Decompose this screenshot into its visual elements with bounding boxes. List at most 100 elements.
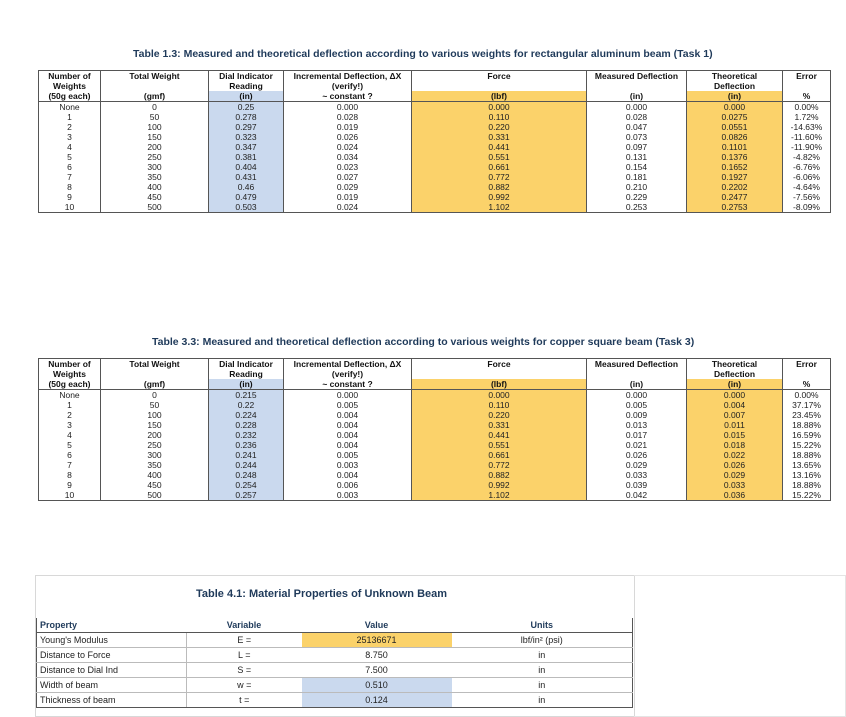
table-row: 3 150 0.228 0.004 0.331 0.013 0.011 18.88% [38, 420, 831, 430]
header-measured-deflection: (in) [586, 379, 687, 390]
table-row: 4 200 0.232 0.004 0.441 0.017 0.015 16.59% [38, 430, 831, 440]
header-force: Force [411, 70, 587, 81]
properties-table: Property Variable Value Units Young's Modulu… [36, 618, 633, 708]
cell-num-weights: 8 [38, 470, 101, 480]
cell-total-weight: 300 [100, 450, 209, 460]
table-row: 7 350 0.244 0.003 0.772 0.029 0.026 13.65% [38, 460, 831, 470]
cell-error: 15.22% [782, 440, 831, 450]
header-units: Units [451, 618, 633, 633]
header-dial-reading: Dial Indicator [208, 70, 284, 81]
cell-force: 0.882 [411, 182, 587, 192]
cell-measured-deflection: 0.042 [586, 490, 687, 501]
cell-total-weight: 0 [100, 101, 209, 112]
header-measured-deflection: (in) [586, 91, 687, 102]
cell-num-weights: 7 [38, 172, 101, 182]
table-row: 8 400 0.248 0.004 0.882 0.033 0.029 13.16% [38, 470, 831, 480]
cell-incremental-deflection: 0.004 [283, 430, 412, 440]
table-row: 4 200 0.347 0.024 0.441 0.097 0.1101 -11.90% [38, 142, 831, 152]
header-num-weights: (50g each) [38, 91, 101, 102]
header-value: Value [301, 618, 452, 633]
cell-dial-reading: 0.254 [208, 480, 284, 490]
cell-measured-deflection: 0.047 [586, 122, 687, 132]
cell-num-weights: 2 [38, 410, 101, 420]
cell-num-weights: 8 [38, 182, 101, 192]
header-total-weight: (gmf) [100, 379, 209, 390]
cell-total-weight: 400 [100, 182, 209, 192]
cell-error: 13.16% [782, 470, 831, 480]
cell-measured-deflection: 0.154 [586, 162, 687, 172]
cell-measured-deflection: 0.229 [586, 192, 687, 202]
cell-measured-deflection: 0.073 [586, 132, 687, 142]
header-measured-deflection: Measured Deflection [586, 358, 687, 369]
cell-measured-deflection: 0.131 [586, 152, 687, 162]
table-row: 2 100 0.224 0.004 0.220 0.009 0.007 23.45% [38, 410, 831, 420]
cell-theoretical-deflection: 0.0551 [686, 122, 783, 132]
cell-measured-deflection: 0.017 [586, 430, 687, 440]
cell-force: 1.102 [411, 490, 587, 501]
cell-dial-reading: 0.503 [208, 202, 284, 213]
cell-total-weight: 500 [100, 490, 209, 501]
cell-incremental-deflection: 0.003 [283, 460, 412, 470]
cell-incremental-deflection: 0.024 [283, 202, 412, 213]
cell-total-weight: 350 [100, 460, 209, 470]
cell-incremental-deflection: 0.000 [283, 389, 412, 400]
header-measured-deflection [586, 81, 687, 91]
table-row: 6 300 0.404 0.023 0.661 0.154 0.1652 -6.76% [38, 162, 831, 172]
cell-error: 1.72% [782, 112, 831, 122]
cell-measured-deflection: 0.026 [586, 450, 687, 460]
cell-num-weights: 10 [38, 490, 101, 501]
cell-dial-reading: 0.22 [208, 400, 284, 410]
table-row: 3 150 0.323 0.026 0.331 0.073 0.0826 -11.60% [38, 132, 831, 142]
cell-num-weights: 10 [38, 202, 101, 213]
cell-error: 18.88% [782, 420, 831, 430]
cell-incremental-deflection: 0.027 [283, 172, 412, 182]
cell-num-weights: 5 [38, 152, 101, 162]
cell-theoretical-deflection: 0.2753 [686, 202, 783, 213]
header-error [782, 369, 831, 379]
cell-dial-reading: 0.347 [208, 142, 284, 152]
table-row: 10 500 0.503 0.024 1.102 0.253 0.2753 -8.09% [38, 202, 831, 213]
header-row: (50g each) (gmf) (in) ~ constant ? (lbf) (in)… [38, 379, 831, 390]
cell-incremental-deflection: 0.019 [283, 122, 412, 132]
cell-error: -8.09% [782, 202, 831, 213]
header-incremental-deflection: ~ constant ? [283, 91, 412, 102]
cell-theoretical-deflection: 0.1376 [686, 152, 783, 162]
cell-measured-deflection: 0.028 [586, 112, 687, 122]
cell-error: 15.22% [782, 490, 831, 501]
cell-force: 0.441 [411, 430, 587, 440]
cell-force: 0.110 [411, 112, 587, 122]
header-measured-deflection: Measured Deflection [586, 70, 687, 81]
cell-force: 0.661 [411, 450, 587, 460]
cell-incremental-deflection: 0.005 [283, 400, 412, 410]
cell-dial-reading: 0.224 [208, 410, 284, 420]
cell-total-weight: 50 [100, 112, 209, 122]
cell-error: -11.60% [782, 132, 831, 142]
cell-dial-reading: 0.244 [208, 460, 284, 470]
cell-measured-deflection: 0.029 [586, 460, 687, 470]
cell-incremental-deflection: 0.029 [283, 182, 412, 192]
cell-theoretical-deflection: 0.011 [686, 420, 783, 430]
cell-dial-reading: 0.232 [208, 430, 284, 440]
cell-num-weights: 6 [38, 162, 101, 172]
properties-row: Thickness of beam t = 0.124 in [36, 692, 633, 708]
cell-total-weight: 200 [100, 142, 209, 152]
prop-units: in [451, 662, 633, 678]
header-incremental-deflection: Incremental Deflection, ΔX [283, 358, 412, 369]
table-1-3-title: Table 1.3: Measured and theoretical defl… [133, 48, 713, 60]
prop-property: Thickness of beam [36, 692, 187, 708]
header-num-weights: Weights [38, 369, 101, 379]
cell-num-weights: 5 [38, 440, 101, 450]
cell-theoretical-deflection: 0.004 [686, 400, 783, 410]
cell-total-weight: 450 [100, 192, 209, 202]
cell-dial-reading: 0.46 [208, 182, 284, 192]
cell-incremental-deflection: 0.005 [283, 450, 412, 460]
cell-incremental-deflection: 0.026 [283, 132, 412, 142]
header-total-weight: (gmf) [100, 91, 209, 102]
prop-units: in [451, 647, 633, 663]
header-error: % [782, 379, 831, 390]
cell-force: 0.331 [411, 132, 587, 142]
cell-dial-reading: 0.278 [208, 112, 284, 122]
table-3-3: Number of Total Weight Dial Indicator Incre… [38, 358, 831, 501]
table-1-3: Number of Total Weight Dial Indicator Incre… [38, 70, 831, 213]
table-row: 5 250 0.381 0.034 0.551 0.131 0.1376 -4.82% [38, 152, 831, 162]
